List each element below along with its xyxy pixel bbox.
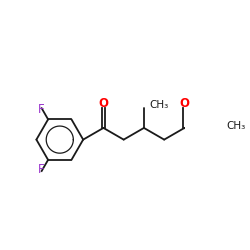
Text: F: F: [38, 103, 44, 116]
Text: F: F: [38, 163, 44, 176]
Text: O: O: [180, 97, 190, 110]
Text: O: O: [98, 97, 108, 110]
Text: CH₃: CH₃: [226, 122, 246, 132]
Text: CH₃: CH₃: [150, 100, 169, 110]
